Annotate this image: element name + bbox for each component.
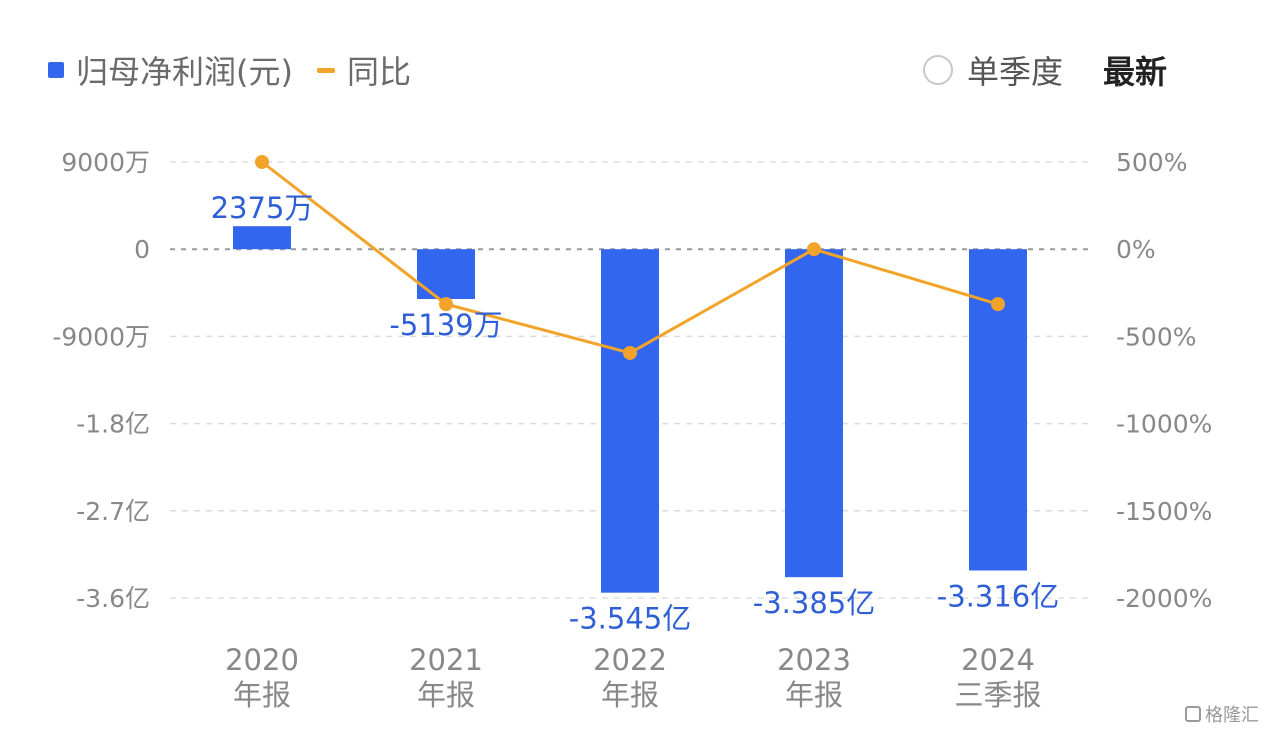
bar	[417, 249, 475, 299]
bar	[601, 249, 659, 593]
watermark-text: 格隆汇	[1205, 705, 1259, 726]
left-axis-tick-label: -9000万	[52, 322, 150, 351]
bar-data-label: -3.316亿	[937, 579, 1060, 613]
yoy-point	[991, 297, 1005, 312]
line-legend-label: 同比	[346, 53, 411, 91]
yoy-point	[255, 155, 269, 169]
x-tick-label-year: 2022	[593, 643, 667, 677]
chart-legend: 归母净利润(元) 同比	[48, 48, 411, 92]
bar	[785, 249, 843, 578]
right-axis-tick-label: 0%	[1116, 235, 1156, 264]
latest-button[interactable]: 最新	[1102, 53, 1167, 91]
single-quarter-radio-icon[interactable]	[922, 55, 953, 85]
bar-legend-swatch	[48, 62, 64, 78]
x-tick-label-period: 年报	[233, 678, 291, 712]
yoy-point	[807, 242, 821, 257]
x-tick-label-year: 2021	[409, 643, 483, 677]
bar-data-label: -3.545亿	[569, 602, 692, 636]
bar-data-label: -3.385亿	[753, 586, 876, 620]
bar-data-label: 2375万	[211, 191, 314, 225]
left-axis-tick-label: -1.8亿	[76, 410, 150, 439]
x-tick-label-year: 2023	[777, 643, 851, 677]
right-axis-tick-label: -2000%	[1116, 584, 1212, 613]
x-tick-label-period: 三季报	[954, 678, 1041, 712]
x-tick-label-period: 年报	[785, 678, 843, 712]
period-controls: 单季度 最新	[922, 48, 1167, 92]
bar-data-label: -5139万	[389, 308, 502, 342]
yoy-point	[439, 297, 453, 312]
x-tick-label-period: 年报	[601, 678, 659, 712]
x-tick-label-year: 2024	[961, 643, 1035, 677]
bar	[233, 226, 291, 250]
single-quarter-toggle[interactable]: 单季度	[966, 53, 1063, 91]
x-tick-label-period: 年报	[417, 678, 475, 712]
left-axis-tick-label: 9000万	[61, 148, 150, 177]
yoy-point	[623, 345, 637, 360]
bar-legend-label: 归母净利润(元)	[76, 53, 293, 91]
left-axis-tick-label: -2.7亿	[76, 497, 150, 526]
watermark-logo-icon	[1185, 706, 1201, 722]
right-axis-tick-label: -1500%	[1116, 497, 1212, 526]
right-axis-tick-label: -1000%	[1116, 410, 1212, 439]
watermark: 格隆汇	[1185, 701, 1259, 727]
right-axis-tick-label: 500%	[1116, 148, 1187, 177]
x-tick-label-year: 2020	[225, 643, 299, 677]
right-axis-tick-label: -500%	[1116, 322, 1197, 351]
line-legend-swatch	[316, 67, 335, 73]
left-axis-tick-label: -3.6亿	[76, 584, 150, 613]
left-axis-tick-label: 0	[134, 235, 150, 264]
